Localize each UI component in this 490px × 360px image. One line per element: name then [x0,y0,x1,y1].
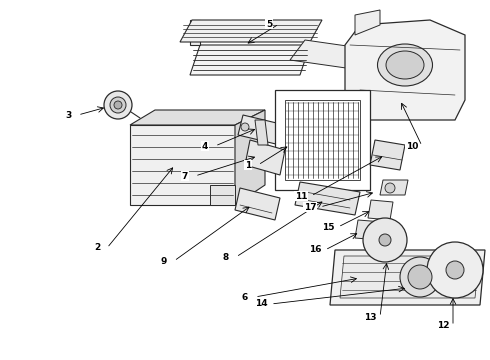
Circle shape [241,123,249,131]
Polygon shape [355,10,380,35]
Polygon shape [238,115,285,145]
Polygon shape [295,182,360,215]
Polygon shape [355,220,383,240]
Text: 8: 8 [223,252,229,261]
Polygon shape [130,110,265,125]
Text: 10: 10 [406,141,418,150]
Polygon shape [130,125,235,205]
Text: 7: 7 [182,171,188,180]
Circle shape [400,257,440,297]
Polygon shape [380,180,408,195]
Circle shape [408,265,432,289]
Circle shape [427,242,483,298]
Polygon shape [245,140,285,175]
Ellipse shape [377,44,433,86]
Text: 6: 6 [242,292,248,302]
Text: 15: 15 [322,222,334,231]
Polygon shape [340,256,479,298]
Text: 4: 4 [202,141,208,150]
Polygon shape [255,120,268,145]
Ellipse shape [386,51,424,79]
Polygon shape [190,20,200,45]
Polygon shape [290,40,375,70]
Circle shape [110,97,126,113]
Text: 12: 12 [437,321,449,330]
Text: 13: 13 [364,312,376,321]
Polygon shape [370,140,405,170]
Polygon shape [275,90,370,190]
Polygon shape [190,45,310,75]
Polygon shape [210,185,235,205]
Polygon shape [235,188,280,220]
Circle shape [446,261,464,279]
Text: 5: 5 [266,19,272,28]
Polygon shape [235,110,265,205]
Text: 9: 9 [161,256,167,266]
Circle shape [104,91,132,119]
Text: 16: 16 [309,246,321,255]
Polygon shape [345,20,465,120]
Text: 3: 3 [65,111,71,120]
Text: 1: 1 [245,161,251,170]
Text: 17: 17 [304,202,317,212]
Text: 11: 11 [295,192,307,201]
Text: 2: 2 [94,243,100,252]
Polygon shape [368,200,393,220]
Circle shape [114,101,122,109]
Polygon shape [180,20,322,42]
Polygon shape [285,100,360,180]
Circle shape [385,183,395,193]
Circle shape [379,234,391,246]
Text: 14: 14 [255,300,268,309]
Polygon shape [330,250,485,305]
Circle shape [363,218,407,262]
